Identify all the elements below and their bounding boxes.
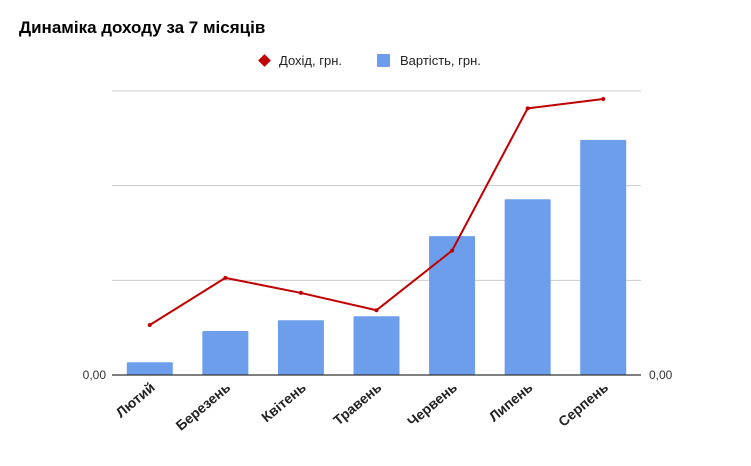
income-point-4 [374,308,379,313]
legend-label-income: Дохід, грн. [279,53,342,68]
x-tick-label: Травень [330,379,385,429]
chart-title: Динаміка доходу за 7 місяців [19,18,266,37]
bar-6 [504,199,551,375]
bar-3 [277,320,324,375]
income-point-3 [298,290,303,295]
x-tick-label: Березень [173,379,234,434]
bar-4 [353,316,400,375]
legend-label-cost: Вартість, грн. [400,53,481,68]
x-tick-label: Червень [404,379,460,430]
legend-marker-cost [377,54,390,67]
income-point-5 [450,248,455,253]
bar-2 [202,330,249,375]
legend: Дохід, грн. Вартість, грн. [0,53,751,71]
x-tick-label: Лютий [113,379,158,421]
y-right-tick-label: 0,00 [649,368,673,382]
income-point-1 [147,323,152,328]
y-left-tick-label: 0,00 [83,368,107,382]
bar-1 [126,362,173,375]
income-point-2 [223,275,228,280]
x-tick-label: Серпень [555,379,611,430]
income-point-6 [525,106,530,111]
x-tick-label: Липень [486,379,536,425]
bar-7 [580,139,627,375]
legend-item-income[interactable]: Дохід, грн. [258,53,342,68]
legend-item-cost[interactable]: Вартість, грн. [377,53,481,68]
bar-5 [429,236,476,375]
income-point-7 [601,96,606,101]
x-tick-label: Квітень [258,379,309,425]
